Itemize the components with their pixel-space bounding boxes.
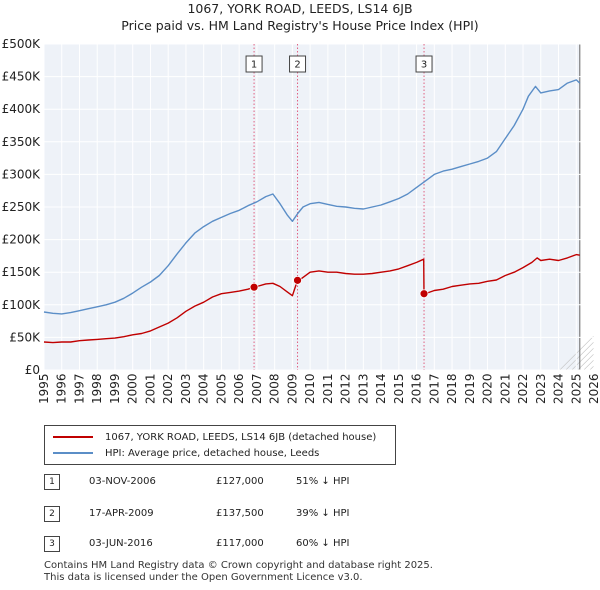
legend-swatch-hpi: [53, 452, 93, 454]
footer-line-2: This data is licensed under the Open Gov…: [44, 571, 363, 583]
y-tick-label: £500K: [2, 37, 42, 51]
y-tick-label: £350K: [2, 135, 42, 149]
y-tick-label: £100K: [2, 298, 42, 312]
sale-price: £117,000: [216, 538, 264, 549]
sale-hpi-diff: 60% ↓ HPI: [296, 538, 350, 549]
x-tick-label: 2024: [552, 373, 566, 404]
x-tick-label: 2026: [587, 373, 600, 404]
x-tick-label: 2025: [569, 373, 583, 404]
legend-item-hpi: HPI: Average price, detached house, Leed…: [53, 446, 319, 460]
x-tick-label: 1995: [37, 373, 51, 404]
chart-subtitle: Price paid vs. HM Land Registry's House …: [121, 18, 479, 33]
x-tick-label: 2012: [339, 373, 353, 404]
x-tick-label: 2004: [197, 373, 211, 404]
sale-row: 2 17-APR-2009 £137,500 39% ↓ HPI: [44, 506, 404, 522]
x-tick-label: 2014: [374, 373, 388, 404]
x-tick-label: 2018: [445, 373, 459, 404]
chart-title-main: 1067, YORK ROAD, LEEDS, LS14 6JB: [187, 1, 413, 16]
y-tick-label: £0: [25, 363, 40, 377]
y-tick-label: £250K: [2, 200, 42, 214]
y-tick-label: £300K: [2, 167, 42, 181]
x-tick-label: 1997: [72, 373, 86, 404]
y-tick-label: £50K: [9, 330, 41, 344]
sale-dot: [293, 275, 302, 285]
sale-row: 1 03-NOV-2006 £127,000 51% ↓ HPI: [44, 474, 404, 490]
price-chart: 1 2 3 £0 £50K £100K £150K £200K £250K £300K £350K…: [2, 37, 600, 404]
legend-item-property: 1067, YORK ROAD, LEEDS, LS14 6JB (detach…: [53, 430, 376, 444]
x-tick-label: 2002: [161, 373, 175, 404]
y-tick-labels: £0 £50K £100K £150K £200K £250K £300K £350K £400…: [2, 37, 42, 377]
sale-marker-box: [245, 55, 263, 73]
property-price-line: [43, 253, 580, 344]
x-tick-label: 1999: [108, 373, 122, 404]
sale-dot: [249, 282, 259, 292]
sale-price: £137,500: [216, 508, 264, 519]
sale-date: 17-APR-2009: [89, 508, 154, 519]
x-tick-label: 2009: [285, 373, 299, 404]
sale-number-badge: 1: [44, 474, 60, 490]
x-tick-label: 2003: [179, 373, 193, 404]
x-tick-label: 1998: [90, 373, 104, 404]
x-tick-label: 2019: [463, 373, 477, 404]
series-lines: [43, 79, 581, 344]
x-tick-label: 2016: [410, 373, 424, 404]
x-tick-labels: 1995 1996 1997 1998 1999 2000 2001 2002 2003 2004…: [37, 373, 600, 404]
x-tick-label: 2006: [232, 373, 246, 404]
legend-swatch-property: [53, 436, 93, 438]
footer-attribution: Contains HM Land Registry data © Crown c…: [44, 560, 433, 583]
y-tick-label: £400K: [2, 102, 42, 116]
legend-label-property: 1067, YORK ROAD, LEEDS, LS14 6JB (detach…: [105, 431, 377, 443]
y-tick-label: £200K: [2, 233, 42, 247]
legend: 1067, YORK ROAD, LEEDS, LS14 6JB (detach…: [44, 425, 396, 465]
hatch-stroke: [596, 44, 600, 370]
sale-row: 3 03-JUN-2016 £117,000 60% ↓ HPI: [44, 536, 404, 552]
legend-label-hpi: HPI: Average price, detached house, Leed…: [105, 447, 320, 459]
x-tick-label: 2010: [303, 373, 317, 404]
sale-dot: [419, 289, 429, 299]
x-tick-label: 2000: [126, 373, 140, 404]
x-tick-label: 2017: [427, 373, 441, 404]
sale-marker-label: 3: [421, 60, 427, 71]
y-tick-label: £150K: [2, 265, 42, 279]
sale-markers: 1 2 3: [245, 55, 433, 299]
sale-marker-label: 1: [251, 60, 257, 71]
sale-date: 03-NOV-2006: [89, 476, 156, 487]
sale-hpi-diff: 51% ↓ HPI: [296, 476, 350, 487]
sale-marker-box: [415, 55, 433, 73]
chart-title: 1067, YORK ROAD, LEEDS, LS14 6JB Price p…: [0, 0, 600, 34]
x-tick-label: 2021: [498, 373, 512, 404]
footer-line-1: Contains HM Land Registry data © Crown c…: [44, 560, 433, 571]
sale-hpi-diff: 39% ↓ HPI: [296, 508, 350, 519]
sale-marker-box: [289, 55, 307, 73]
y-tick-label: £450K: [2, 70, 42, 84]
sale-date: 03-JUN-2016: [89, 538, 153, 549]
x-tick-label: 2007: [250, 373, 264, 404]
sale-number-badge: 2: [44, 506, 60, 522]
sale-marker-label: 2: [294, 60, 300, 71]
x-tick-label: 2005: [214, 373, 228, 404]
x-tick-label: 2020: [481, 373, 495, 404]
grid-lines: [43, 43, 595, 371]
x-tick-label: 2023: [534, 373, 548, 404]
hpi-line: [43, 79, 581, 315]
x-tick-label: 2015: [392, 373, 406, 404]
sale-number-badge: 3: [44, 536, 60, 552]
x-tick-label: 2013: [356, 373, 370, 404]
x-tick-label: 2001: [143, 373, 157, 404]
sale-price: £127,000: [216, 476, 264, 487]
x-tick-label: 2022: [516, 373, 530, 404]
x-tick-label: 2011: [321, 373, 335, 404]
x-tick-label: 2008: [268, 373, 282, 404]
x-tick-label: 1996: [55, 373, 69, 404]
